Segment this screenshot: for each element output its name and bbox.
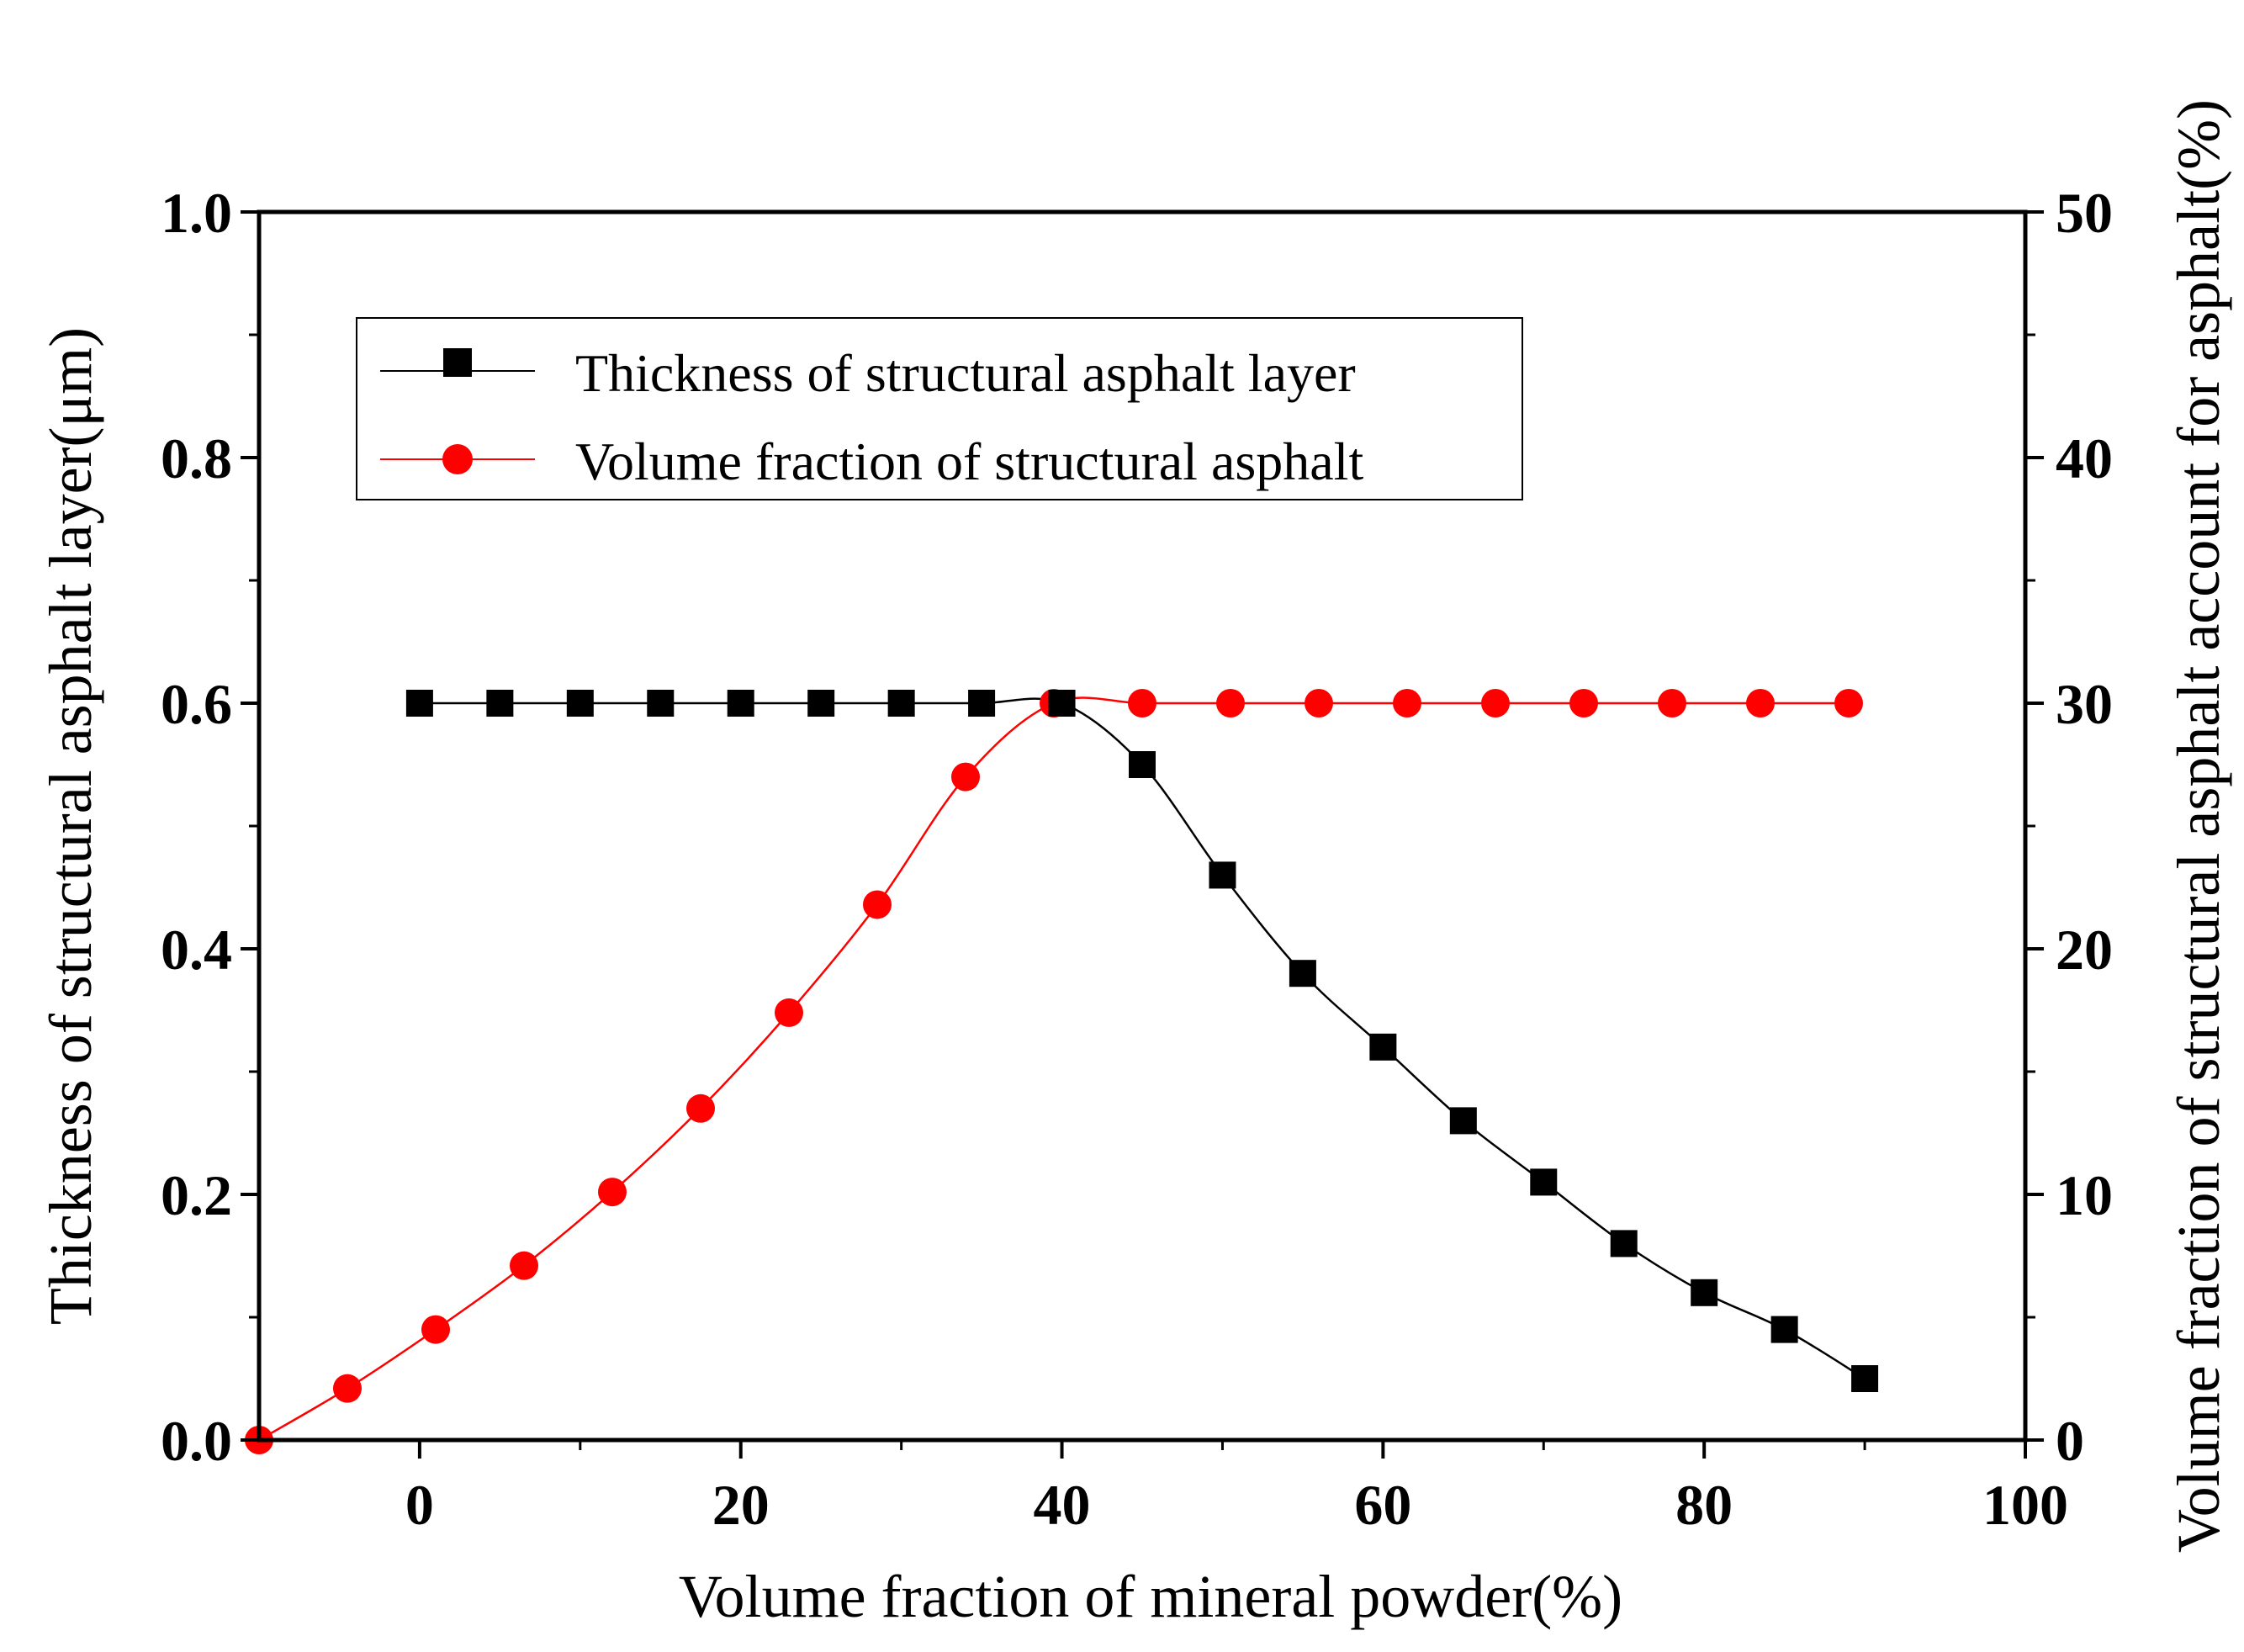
y2-tick-label: 50 bbox=[2056, 181, 2113, 245]
data-point-volume-fraction bbox=[951, 762, 980, 792]
data-point-volume-fraction bbox=[333, 1374, 362, 1403]
x-tick-label: 80 bbox=[1675, 1473, 1733, 1537]
data-point-volume-fraction bbox=[1834, 689, 1863, 717]
data-point-volume-fraction bbox=[421, 1315, 450, 1344]
legend-marker-circle bbox=[442, 444, 473, 474]
series-markers bbox=[245, 689, 1879, 1454]
data-point-volume-fraction bbox=[775, 998, 803, 1027]
data-point-volume-fraction bbox=[1569, 689, 1598, 717]
data-point-thickness bbox=[1851, 1365, 1879, 1392]
legend-box bbox=[356, 317, 1523, 500]
data-point-thickness bbox=[647, 690, 675, 717]
data-point-thickness bbox=[1530, 1168, 1558, 1196]
legend-marker-square bbox=[443, 348, 472, 377]
legend-label-volume: Volume fraction of structural asphalt bbox=[575, 432, 1363, 491]
y-tick-label: 0.4 bbox=[161, 918, 232, 982]
data-point-thickness bbox=[968, 690, 996, 717]
data-point-thickness bbox=[887, 690, 915, 717]
y-axis-title: Thickness of structural asphalt layer(μm… bbox=[37, 327, 104, 1325]
data-point-thickness bbox=[1048, 690, 1076, 717]
data-point-volume-fraction bbox=[1216, 689, 1245, 717]
data-point-thickness bbox=[1449, 1107, 1477, 1135]
data-point-volume-fraction bbox=[1658, 689, 1686, 717]
data-point-thickness bbox=[1289, 960, 1316, 987]
y-tick-label: 0.0 bbox=[161, 1409, 232, 1473]
y2-tick-label: 0 bbox=[2056, 1409, 2084, 1473]
data-point-thickness bbox=[405, 690, 433, 717]
x-tick-label: 40 bbox=[1034, 1473, 1091, 1537]
data-point-volume-fraction bbox=[510, 1251, 538, 1280]
data-point-thickness bbox=[1610, 1230, 1638, 1258]
y-tick-label: 0.8 bbox=[161, 426, 232, 490]
legend: Thickness of structural asphalt layer Vo… bbox=[356, 317, 1523, 500]
data-point-volume-fraction bbox=[863, 890, 892, 919]
data-point-thickness bbox=[727, 690, 754, 717]
data-point-thickness bbox=[1369, 1033, 1397, 1061]
data-point-volume-fraction bbox=[598, 1178, 627, 1207]
x-tick-label: 60 bbox=[1354, 1473, 1411, 1537]
data-point-thickness bbox=[1209, 861, 1236, 889]
data-point-thickness bbox=[566, 690, 594, 717]
data-point-volume-fraction bbox=[686, 1093, 715, 1123]
x-tick-label: 0 bbox=[405, 1473, 434, 1537]
data-point-volume-fraction bbox=[1393, 689, 1421, 717]
data-point-thickness bbox=[486, 690, 514, 717]
data-point-volume-fraction bbox=[1305, 689, 1333, 717]
data-point-thickness bbox=[807, 690, 835, 717]
legend-label-thickness: Thickness of structural asphalt layer bbox=[575, 343, 1356, 403]
data-point-volume-fraction bbox=[1481, 689, 1510, 717]
data-point-thickness bbox=[1129, 751, 1156, 778]
y-tick-label: 0.6 bbox=[161, 672, 232, 736]
data-point-thickness bbox=[1770, 1316, 1798, 1343]
y2-tick-label: 30 bbox=[2056, 672, 2113, 736]
y2-tick-label: 20 bbox=[2056, 918, 2113, 982]
y2-axis-title: Volume fraction of structural asphalt ac… bbox=[2165, 99, 2232, 1553]
y-tick-label: 1.0 bbox=[161, 181, 232, 245]
x-tick-label: 20 bbox=[712, 1473, 770, 1537]
axis-tick-labels: 0 20 40 60 80 100 0.0 0.2 0.4 0.6 0.8 1.0 0 10 20 30 40 5… bbox=[161, 181, 2113, 1537]
axis-ticks bbox=[241, 210, 2044, 1459]
y2-tick-label: 10 bbox=[2056, 1163, 2113, 1227]
data-point-volume-fraction bbox=[1128, 689, 1156, 717]
data-point-thickness bbox=[1691, 1279, 1718, 1306]
data-point-volume-fraction bbox=[1746, 689, 1775, 717]
y-tick-label: 0.2 bbox=[161, 1163, 232, 1227]
x-tick-label: 100 bbox=[1982, 1473, 2068, 1537]
y2-tick-label: 40 bbox=[2056, 426, 2113, 490]
x-axis-title: Volume fraction of mineral powder(%) bbox=[679, 1563, 1622, 1630]
